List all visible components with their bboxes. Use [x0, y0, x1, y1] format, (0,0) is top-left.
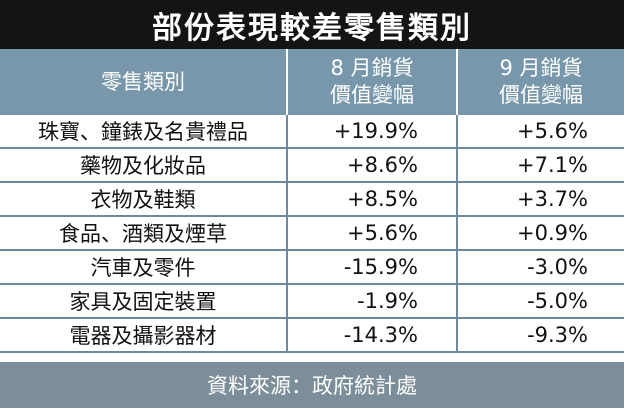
header-divider [456, 49, 458, 115]
row-august-change: +8.6% [347, 153, 418, 177]
header-august: 8 月銷貨 價值變幅 [288, 49, 456, 115]
table-header: 零售類別 8 月銷貨 價值變幅 9 月銷貨 價值變幅 [0, 49, 624, 115]
row-category: 衣物及鞋類 [90, 188, 196, 212]
header-august-line1: 8 月銷貨 [330, 56, 414, 80]
row-september-change: -5.0% [527, 289, 588, 313]
table-title: 部份表現較差零售類別 [0, 0, 624, 49]
table-row: 食品、酒類及煙草 +5.6% +0.9% [0, 217, 624, 251]
header-divider [286, 49, 288, 115]
row-category: 藥物及化妝品 [80, 154, 206, 178]
row-september-change: +7.1% [517, 153, 588, 177]
header-category: 零售類別 [0, 49, 286, 115]
row-category: 汽車及零件 [90, 256, 196, 280]
source-label: 資料來源：政府統計處 [207, 374, 417, 398]
row-september-change: -3.0% [527, 255, 588, 279]
row-august-change: -14.3% [343, 323, 418, 347]
table-row: 電器及攝影器材 -14.3% -9.3% [0, 319, 624, 353]
source-footer: 資料來源：政府統計處 [0, 362, 624, 408]
row-august-change: -1.9% [357, 289, 418, 313]
table-row: 珠寶、鐘錶及名貴禮品 +19.9% +5.6% [0, 115, 624, 149]
row-category: 珠寶、鐘錶及名貴禮品 [38, 120, 248, 144]
row-september-change: +3.7% [517, 187, 588, 211]
footer-gap [0, 353, 624, 362]
column-divider [286, 115, 288, 353]
header-september: 9 月銷貨 價值變幅 [458, 49, 624, 115]
row-august-change: +19.9% [333, 119, 418, 143]
row-category: 家具及固定裝置 [69, 290, 217, 314]
row-category: 食品、酒類及煙草 [59, 222, 227, 246]
header-august-line2: 價值變幅 [330, 83, 414, 107]
row-category: 電器及攝影器材 [69, 324, 217, 348]
row-september-change: -9.3% [527, 323, 588, 347]
table-row: 家具及固定裝置 -1.9% -5.0% [0, 285, 624, 319]
row-august-change: +8.5% [347, 187, 418, 211]
table-row: 衣物及鞋類 +8.5% +3.7% [0, 183, 624, 217]
row-august-change: -15.9% [343, 255, 418, 279]
row-august-change: +5.6% [347, 221, 418, 245]
table-row: 藥物及化妝品 +8.6% +7.1% [0, 149, 624, 183]
table-row: 汽車及零件 -15.9% -3.0% [0, 251, 624, 285]
header-september-line2: 價值變幅 [499, 83, 583, 107]
header-september-line1: 9 月銷貨 [499, 56, 583, 80]
row-september-change: +5.6% [517, 119, 588, 143]
header-category-label: 零售類別 [101, 69, 185, 94]
row-september-change: +0.9% [517, 221, 588, 245]
column-divider [456, 115, 458, 353]
